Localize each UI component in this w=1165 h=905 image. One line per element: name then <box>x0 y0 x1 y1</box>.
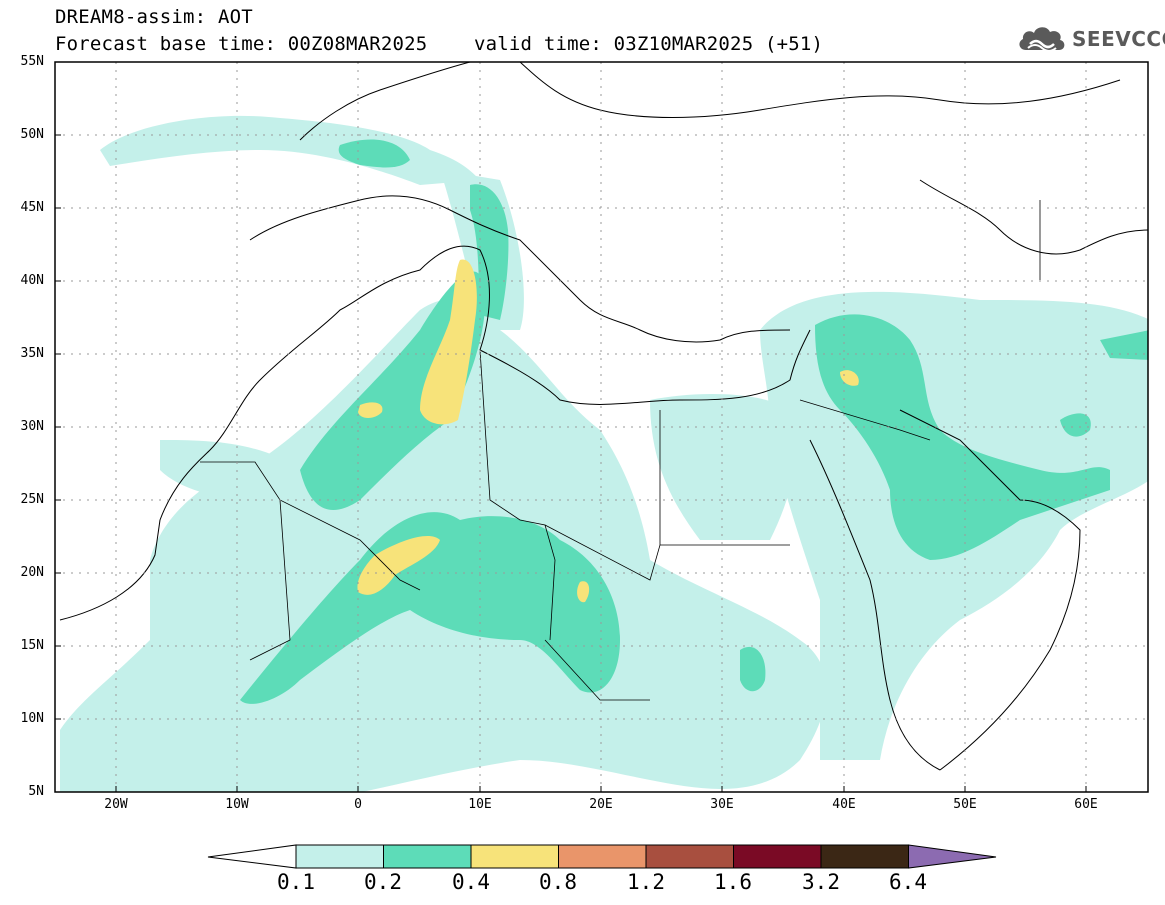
colorbar-cell <box>820 844 909 869</box>
colorbar-cell <box>733 844 822 869</box>
lon-label: 10E <box>468 797 492 812</box>
lat-label: 45N <box>20 200 44 215</box>
colorbar-label: 0.1 <box>277 870 315 894</box>
colorbar-cell <box>645 844 734 869</box>
lat-label: 10N <box>20 711 44 726</box>
lon-label: 60E <box>1074 797 1098 812</box>
lon-label: 40E <box>832 797 856 812</box>
lat-label: 25N <box>20 492 44 507</box>
colorbar-label: 3.2 <box>802 870 840 894</box>
lat-label: 55N <box>20 54 44 69</box>
colorbar <box>207 844 997 869</box>
colorbar-cell <box>558 844 647 869</box>
logo-text: SEEVCCC <box>1072 27 1165 51</box>
seevccc-logo: SEEVCCC <box>1016 24 1165 54</box>
colorbar-high-arrow <box>908 844 997 869</box>
lon-label: 30E <box>710 797 734 812</box>
lat-label: 5N <box>28 784 44 799</box>
lon-label: 0 <box>354 797 362 812</box>
lon-label: 10W <box>225 797 249 812</box>
lat-label: 50N <box>20 127 44 142</box>
cloud-icon <box>1019 27 1065 52</box>
chart-title: DREAM8-assim: AOT <box>55 6 253 28</box>
lat-label: 20N <box>20 565 44 580</box>
colorbar-cell <box>383 844 472 869</box>
colorbar-label: 0.8 <box>539 870 577 894</box>
aot-fields <box>60 115 1148 792</box>
colorbar-low-arrow <box>207 844 297 869</box>
colorbar-label: 1.6 <box>714 870 752 894</box>
axis-ticks <box>55 61 1087 793</box>
colorbar-cell <box>295 844 384 869</box>
aot-band-0.2 <box>240 139 1148 704</box>
lon-label: 50E <box>953 797 977 812</box>
borders <box>200 200 1041 701</box>
lat-label: 15N <box>20 638 44 653</box>
colorbar-label: 6.4 <box>889 870 927 894</box>
lat-label: 40N <box>20 273 44 288</box>
aot-band-0.4 <box>357 259 859 603</box>
colorbar-label: 1.2 <box>627 870 665 894</box>
gridlines <box>55 62 1148 792</box>
colorbar-label: 0.4 <box>452 870 490 894</box>
lat-label: 35N <box>20 346 44 361</box>
lat-label: 30N <box>20 419 44 434</box>
lon-label: 20W <box>104 797 128 812</box>
colorbar-cell <box>470 844 559 869</box>
coastlines <box>59 62 1148 771</box>
lon-label: 20E <box>589 797 613 812</box>
colorbar-label: 0.2 <box>364 870 402 894</box>
forecast-time-line: Forecast base time: 00Z08MAR2025 valid t… <box>55 33 824 55</box>
